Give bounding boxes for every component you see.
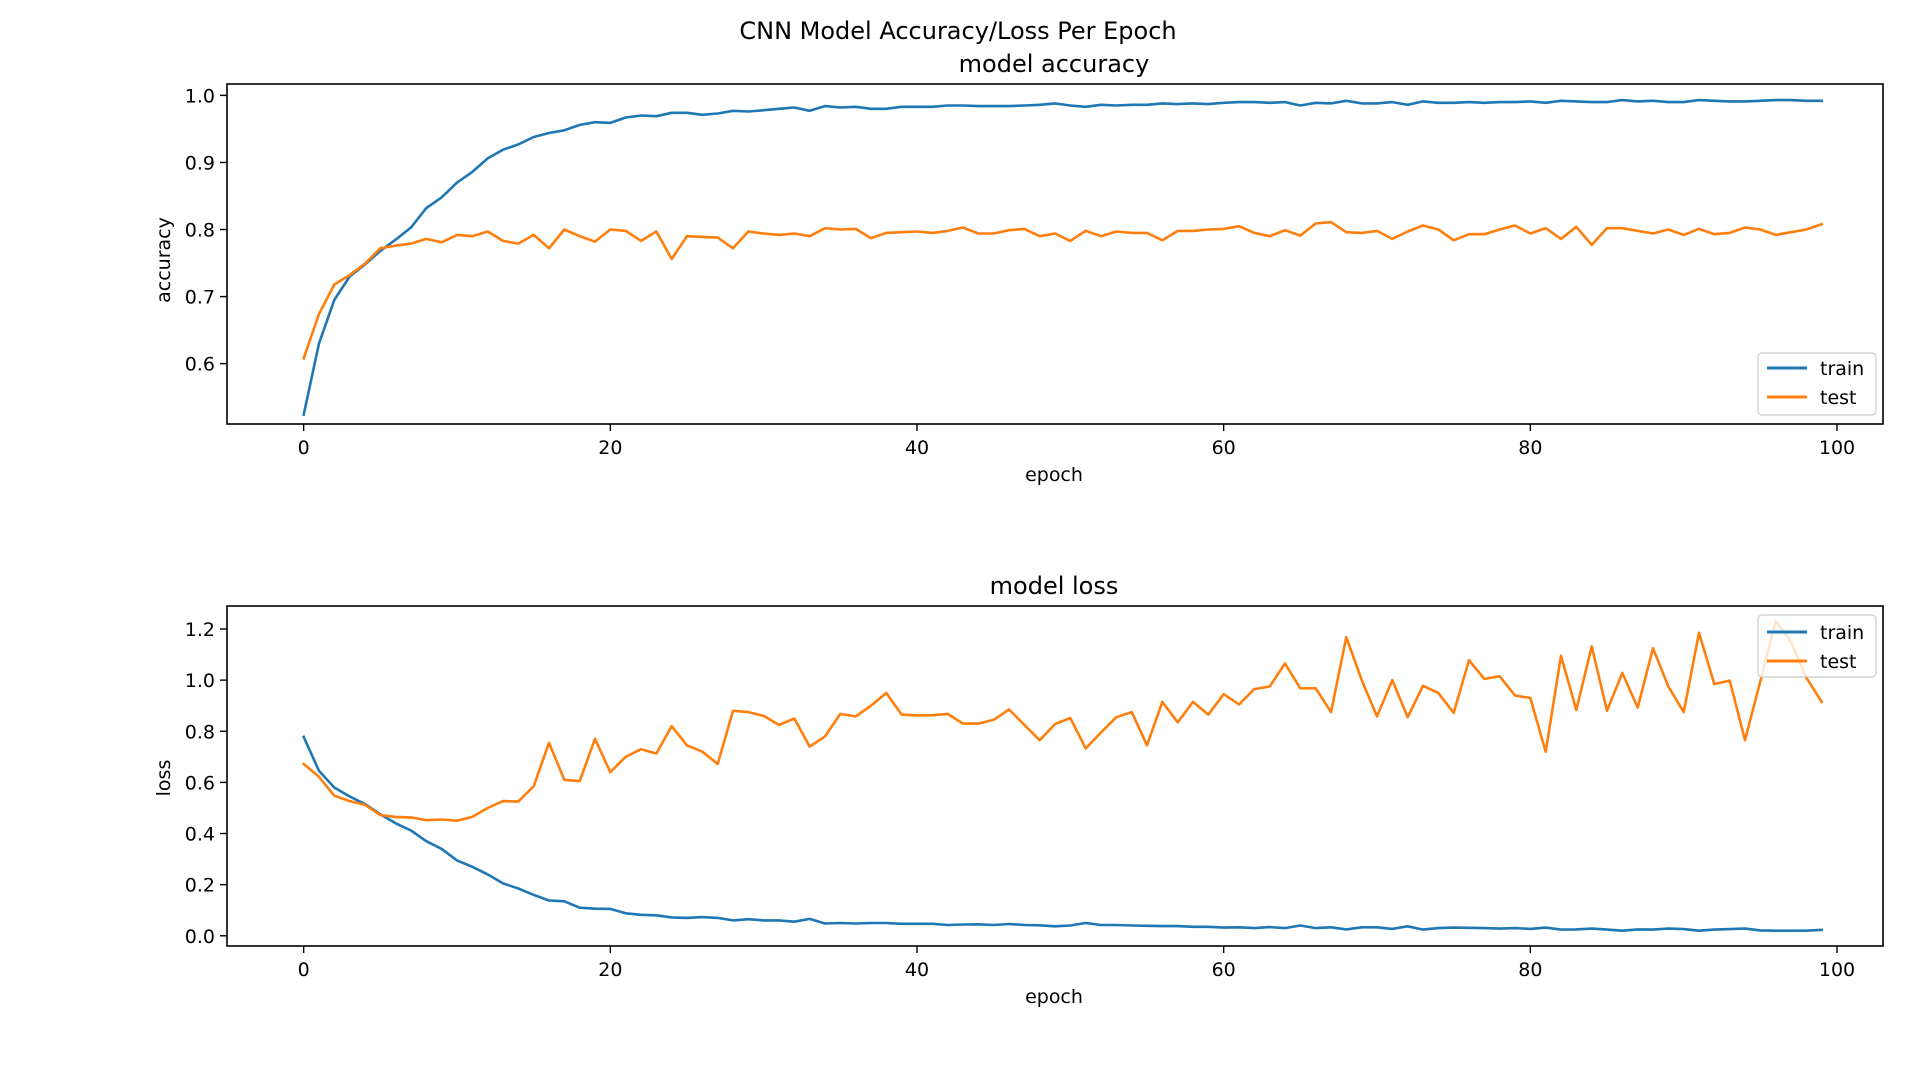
accuracy-x-tick-label: 60 [1212,437,1236,459]
loss-y-tick-label: 0.4 [185,824,215,846]
accuracy-subplot: model accuracy accuracy epoch 0 20 40 60 80 1… [153,50,1884,486]
loss-y-tick-label: 0.2 [185,875,215,897]
loss-y-tick-label: 1.0 [185,670,215,692]
accuracy-y-tick-label: 0.9 [185,152,215,174]
accuracy-legend-train-label: train [1820,358,1864,380]
loss-test-line [301,619,1824,823]
loss-train-line [301,735,1824,933]
accuracy-y-tick-label: 0.7 [185,287,215,309]
loss-y-tick-label: 1.2 [185,619,215,641]
accuracy-y-tick-label: 1.0 [185,85,215,107]
loss-y-tick-label: 0.8 [185,721,215,743]
accuracy-plot-title: model accuracy [959,50,1150,78]
loss-subplot: model loss loss epoch 0 20 40 60 80 100 0.0 0.… [153,572,1884,1008]
accuracy-x-tick-label: 40 [905,437,929,459]
loss-x-tick-label: 20 [598,959,622,981]
loss-y-axis-label: loss [153,760,175,797]
loss-x-tick-label: 100 [1819,959,1855,981]
accuracy-x-axis-label: epoch [1025,464,1083,486]
loss-y-tick-label: 0.0 [185,926,215,948]
loss-legend-test-label: test [1820,651,1857,673]
accuracy-y-axis-label: accuracy [153,217,175,303]
loss-x-tick-label: 80 [1518,959,1542,981]
accuracy-legend: train test [1757,352,1877,416]
accuracy-legend-test-label: test [1820,387,1857,409]
loss-x-tick-label: 60 [1212,959,1236,981]
accuracy-plot-frame [226,83,1884,425]
loss-x-axis-label: epoch [1025,986,1083,1008]
loss-plot-frame [226,605,1884,947]
loss-x-tick-label: 0 [298,959,310,981]
loss-legend: train test [1757,614,1877,678]
accuracy-y-tick-label: 0.6 [185,354,215,376]
accuracy-test-line [302,220,1824,360]
loss-plot-title: model loss [990,572,1119,600]
accuracy-x-tick-label: 20 [598,437,622,459]
loss-y-tick-label: 0.6 [185,772,215,794]
accuracy-x-tick-label: 100 [1819,437,1855,459]
loss-x-tick-label: 40 [905,959,929,981]
accuracy-train-line [302,98,1823,417]
loss-legend-train-label: train [1820,622,1864,644]
figure-title: CNN Model Accuracy/Loss Per Epoch [739,17,1176,45]
accuracy-x-tick-label: 80 [1518,437,1542,459]
accuracy-y-tick-label: 0.8 [185,220,215,242]
accuracy-x-tick-label: 0 [298,437,310,459]
